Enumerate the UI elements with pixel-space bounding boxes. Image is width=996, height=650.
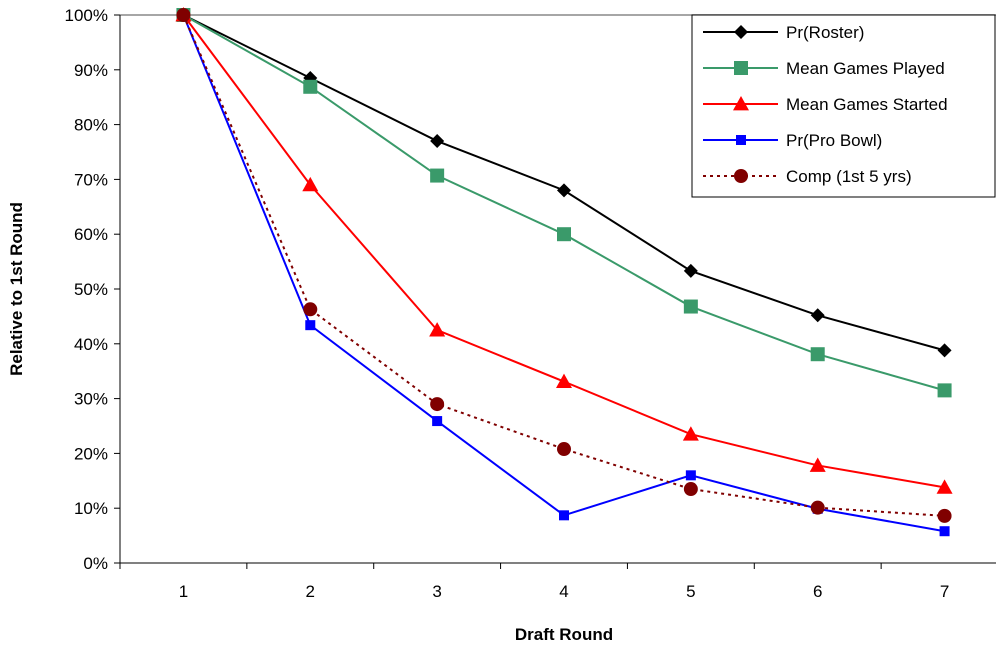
- x-tick-label: 1: [179, 582, 188, 601]
- legend-label: Comp (1st 5 yrs): [786, 167, 912, 186]
- y-tick-label: 20%: [74, 444, 108, 463]
- data-point: [937, 508, 952, 523]
- y-tick-label: 70%: [74, 170, 108, 189]
- legend-label: Mean Games Played: [786, 59, 945, 78]
- data-point: [302, 176, 319, 192]
- data-point: [559, 510, 569, 521]
- x-tick-label: 5: [686, 582, 695, 601]
- data-point: [683, 299, 698, 314]
- legend-label: Pr(Roster): [786, 23, 864, 42]
- data-point: [939, 526, 950, 537]
- x-axis-title: Draft Round: [515, 625, 613, 644]
- data-point: [432, 416, 443, 427]
- legend-item: Comp (1st 5 yrs): [703, 167, 912, 186]
- x-tick-label: 6: [813, 582, 822, 601]
- x-tick-label: 7: [940, 582, 949, 601]
- data-point: [305, 320, 316, 331]
- y-tick-label: 50%: [74, 280, 108, 299]
- data-point: [557, 183, 571, 198]
- y-tick-label: 100%: [65, 6, 108, 25]
- data-point: [430, 397, 445, 412]
- x-tick-label: 4: [559, 582, 568, 601]
- data-point: [303, 302, 318, 317]
- data-point: [683, 263, 698, 278]
- legend-marker: [733, 96, 749, 111]
- data-point: [682, 426, 699, 441]
- series-5: [176, 8, 952, 523]
- legend-item: Pr(Pro Bowl): [703, 131, 882, 150]
- legend-item: Mean Games Started: [703, 95, 948, 114]
- data-point: [810, 308, 825, 323]
- legend-marker: [734, 169, 748, 183]
- y-tick-label: 40%: [74, 335, 108, 354]
- legend: Pr(Roster) Mean Games Played Mean Games St…: [691, 14, 996, 198]
- series-layer: [175, 7, 953, 537]
- data-point: [937, 383, 952, 398]
- data-point: [936, 479, 953, 494]
- data-point: [176, 8, 191, 22]
- data-point: [810, 347, 825, 362]
- y-tick-label: 90%: [74, 61, 108, 80]
- y-tick-label: 80%: [74, 116, 108, 135]
- legend-item: Mean Games Played: [703, 59, 945, 78]
- data-point: [683, 482, 698, 497]
- legend-marker: [734, 61, 748, 75]
- data-point: [556, 373, 572, 389]
- data-point: [303, 79, 318, 94]
- y-tick-label: 10%: [74, 499, 108, 518]
- legend-item: Pr(Roster): [703, 23, 864, 42]
- y-tick-label: 30%: [74, 390, 108, 409]
- data-point: [429, 322, 446, 337]
- data-point: [430, 168, 445, 183]
- y-tick-label: 0%: [83, 554, 108, 573]
- x-tick-label: 2: [306, 582, 315, 601]
- data-point: [809, 457, 826, 472]
- data-point: [430, 134, 445, 149]
- legend-marker: [736, 135, 746, 145]
- data-point: [685, 470, 696, 481]
- legend-marker: [734, 25, 748, 39]
- y-tick-label: 60%: [74, 225, 108, 244]
- x-tick-label: 3: [432, 582, 441, 601]
- data-point: [557, 442, 571, 457]
- data-point: [810, 500, 825, 515]
- legend-label: Pr(Pro Bowl): [786, 131, 882, 150]
- data-point: [937, 343, 952, 358]
- legend-label: Mean Games Started: [786, 95, 948, 114]
- axes: 0% 10% 20% 30% 40% 50% 60% 70% 80% 90% 100% 1 2 3 4 5 6 7: [65, 6, 996, 601]
- y-axis-title: Relative to 1st Round: [7, 202, 26, 376]
- data-point: [557, 227, 571, 242]
